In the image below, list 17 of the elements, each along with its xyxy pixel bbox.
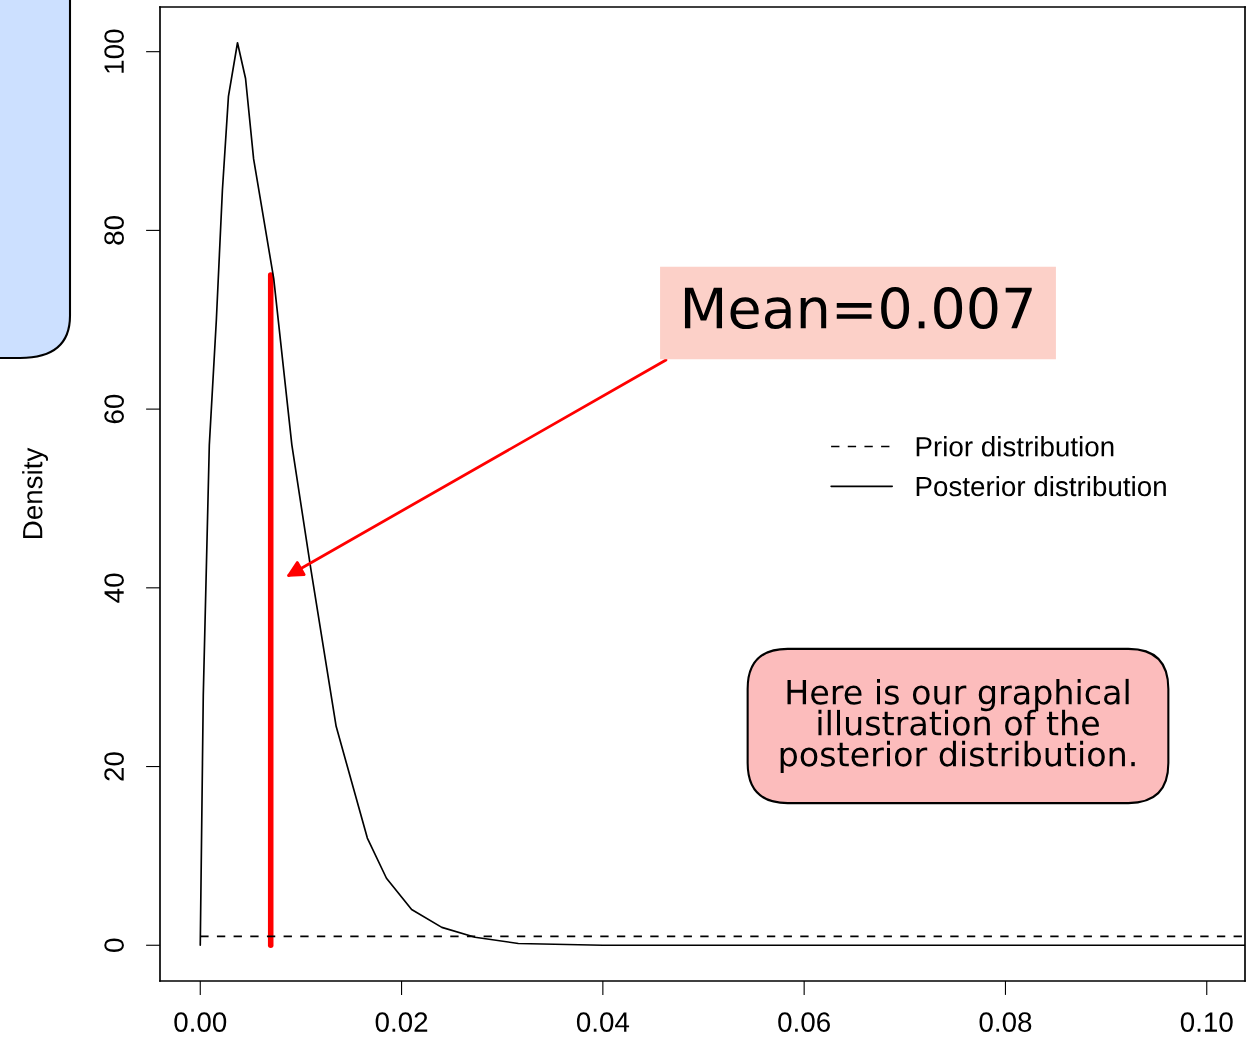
annotation: Here is our graphical illustration of the posterior distribution. [780, 678, 1135, 774]
x-tick-label: 0.02 [375, 1012, 428, 1032]
y-tick-label: 80 [104, 216, 124, 245]
legend-label: Prior distribution [916, 436, 1114, 457]
y-axis-title: Density [22, 447, 48, 539]
y-tick-label: 60 [104, 394, 124, 424]
y-tick-label: 0 [104, 938, 124, 952]
y-tick-label: 40 [104, 573, 124, 603]
x-tick-label: 0.00 [174, 1012, 227, 1032]
legend-label: Posterior distribution [916, 475, 1166, 497]
x-tick-label: 0.06 [778, 1012, 830, 1032]
annotation: Mean=0.007 [684, 287, 1032, 330]
x-tick-label: 0.10 [1180, 1012, 1233, 1032]
y-tick-label: 100 [104, 29, 124, 73]
y-tick-label: 20 [104, 752, 124, 781]
x-tick-label: 0.04 [576, 1012, 630, 1032]
x-tick-label: 0.08 [979, 1012, 1032, 1032]
